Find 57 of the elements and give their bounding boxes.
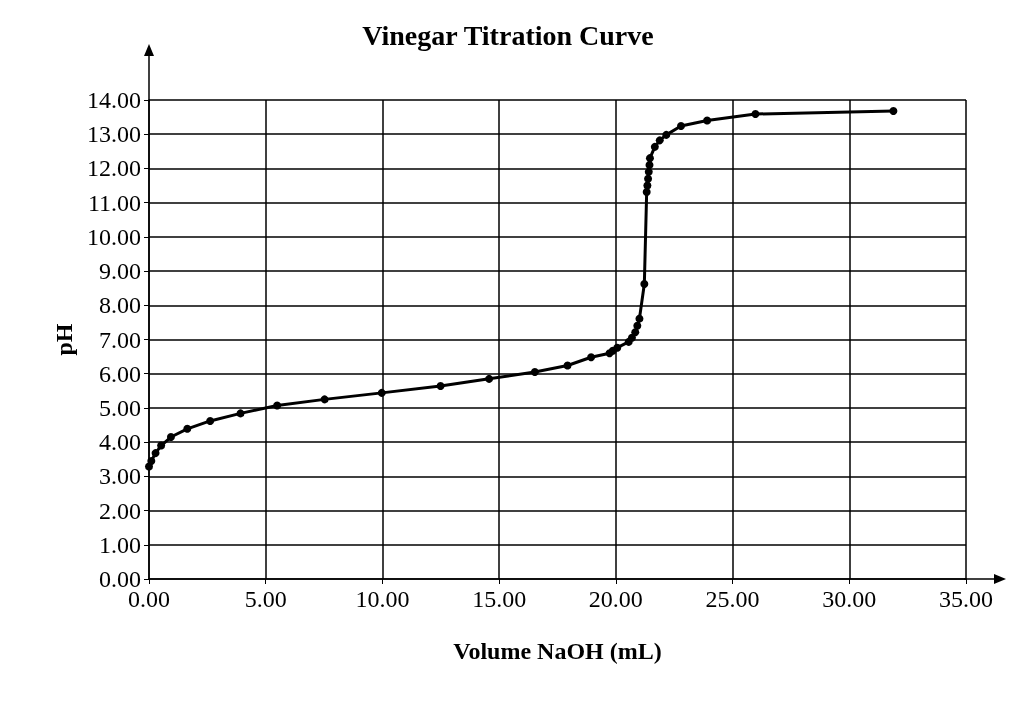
point: [751, 110, 760, 119]
x-tick-label: 10.00: [355, 586, 410, 612]
x-axis-title: Volume NaOH (mL): [453, 638, 662, 664]
point: [650, 142, 659, 151]
x-tick-label: 20.00: [588, 586, 643, 612]
x-tick-label: 25.00: [705, 586, 760, 612]
point: [183, 424, 192, 433]
point: [644, 174, 653, 183]
point: [644, 167, 653, 176]
point: [655, 136, 664, 145]
point: [320, 395, 329, 404]
y-tick-label: 12.00: [87, 155, 141, 182]
point: [635, 314, 644, 323]
point: [236, 409, 245, 418]
point: [273, 401, 282, 410]
point: [563, 361, 572, 370]
y-tick-label: 10.00: [87, 223, 141, 250]
point: [631, 328, 640, 337]
y-tick-label: 14.00: [87, 87, 141, 113]
point: [642, 188, 651, 197]
y-tick-label: 3.00: [99, 463, 141, 490]
point: [157, 441, 166, 450]
x-tick-label: 15.00: [472, 586, 527, 612]
point: [889, 106, 898, 115]
point: [676, 122, 685, 130]
point: [703, 116, 712, 125]
chart-title: Vinegar Titration Curve: [362, 19, 654, 51]
point: [147, 456, 156, 465]
y-tick-label: 9.00: [99, 258, 141, 285]
point: [377, 388, 386, 397]
x-tick-label: 30.00: [822, 586, 877, 612]
point: [643, 181, 652, 190]
point: [640, 280, 649, 289]
y-tick-label: 1.00: [99, 531, 141, 558]
point: [587, 353, 596, 362]
point: [633, 321, 642, 330]
y-tick-label: 11.00: [87, 189, 141, 216]
x-tick-label: 5.00: [244, 586, 287, 612]
point: [485, 374, 494, 383]
point: [166, 433, 175, 442]
y-axis-title: pH: [51, 323, 78, 356]
point: [645, 154, 654, 163]
y-tick-label: 4.00: [99, 429, 141, 456]
y-tick-label: 2.00: [99, 497, 141, 524]
y-tick-label: 13.00: [87, 121, 141, 148]
point: [436, 382, 445, 391]
y-tick-label: 7.00: [99, 326, 141, 353]
point: [627, 333, 636, 342]
point: [206, 416, 215, 425]
point: [530, 368, 539, 376]
x-tick-label: 35.00: [939, 586, 993, 612]
point: [151, 449, 160, 458]
point: [613, 343, 622, 352]
y-tick-label: 8.00: [99, 292, 141, 319]
point: [662, 130, 671, 139]
y-tick-label: 6.00: [99, 360, 141, 387]
y-tick-label: 5.00: [99, 394, 141, 421]
